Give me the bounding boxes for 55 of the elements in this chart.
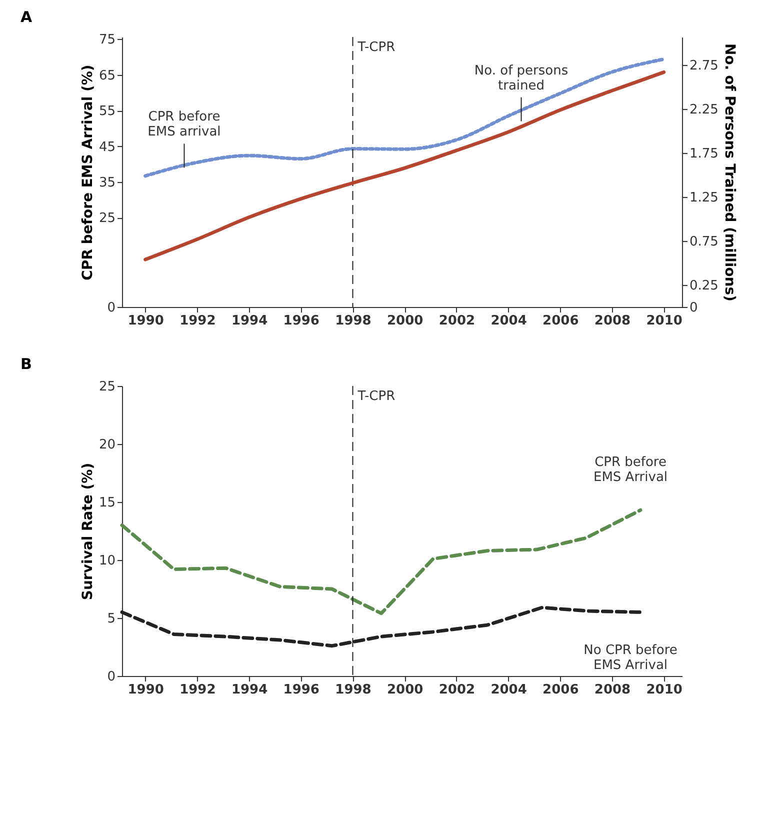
line-series — [144, 57, 666, 178]
y-tick-label: 65 — [98, 68, 116, 84]
x-tick-label: 1994 — [231, 314, 268, 328]
y2-tick-label: 1.25 — [690, 190, 718, 206]
annotation: No. of persons trained — [474, 63, 568, 94]
x-tick-label: 1992 — [180, 682, 216, 698]
x-tick-label: 2004 — [490, 682, 527, 698]
y-tick-label: 75 — [98, 32, 116, 48]
y-tick-label: 35 — [98, 176, 116, 190]
annotation: CPR before EMS arrival — [148, 110, 221, 140]
x-tick-label: 2004 — [490, 314, 527, 328]
y-tick-label: 15 — [98, 496, 116, 510]
x-tick-label: 2000 — [387, 682, 424, 698]
x-tick-label: 1998 — [335, 682, 372, 698]
x-tick-label: 1996 — [283, 314, 320, 328]
y2-tick-label: 0.25 — [690, 278, 718, 294]
y-tick-label: 0 — [107, 300, 116, 316]
x-tick-label: 1990 — [128, 314, 164, 328]
y2-tick-label: 1.75 — [690, 146, 718, 162]
ref-line-label: T-CPR — [356, 40, 396, 55]
text: CPR before EMS Arrival — [593, 455, 668, 486]
y2-axis-title: No. of Persons Trained (millions) — [721, 44, 738, 302]
y-tick-label: 0 — [107, 670, 116, 684]
y-tick-label: 25 — [98, 211, 116, 226]
y2-tick-label: 0.75 — [690, 234, 718, 250]
y-tick-label: 20 — [98, 438, 116, 452]
y-tick-label: 25 — [98, 380, 116, 394]
y2-tick-label: 2.25 — [690, 102, 718, 118]
x-tick-label: 2006 — [542, 314, 579, 328]
y-tick-label: 5 — [107, 612, 116, 626]
x-tick-label: 1998 — [335, 314, 372, 328]
ref-line-label: T-CPR — [356, 389, 396, 404]
x-tick-label: 1994 — [231, 682, 268, 698]
y-tick-label: 10 — [98, 554, 116, 568]
y-axis-title: Survival Rate (%) — [80, 462, 96, 600]
x-tick-label: 2008 — [594, 314, 631, 328]
x-tick-label: 1990 — [128, 682, 164, 698]
x-tick-label: 1996 — [283, 682, 320, 698]
chart-title: A — [20, 8, 32, 26]
x-tick-label: 2010 — [646, 314, 682, 328]
x-tick-label: 2002 — [438, 314, 476, 328]
y2-tick-label: 2.75 — [690, 58, 718, 74]
x-tick-label: 2002 — [438, 682, 476, 698]
x-tick-label: 2006 — [542, 682, 579, 698]
chart-title: B — [20, 355, 32, 373]
y-axis-title: CPR before EMS Arrival (%) — [80, 64, 96, 280]
text: No CPR before EMS Arrival — [584, 643, 678, 674]
y2-tick-label: 0 — [690, 300, 698, 316]
x-tick-label: 2008 — [594, 682, 631, 698]
line-series — [120, 508, 642, 616]
y-tick-label: 55 — [98, 104, 116, 120]
x-tick-label: 2000 — [387, 314, 424, 328]
x-tick-label: 2010 — [646, 682, 682, 698]
x-tick-label: 1992 — [180, 314, 216, 328]
y-tick-label: 45 — [98, 140, 116, 155]
